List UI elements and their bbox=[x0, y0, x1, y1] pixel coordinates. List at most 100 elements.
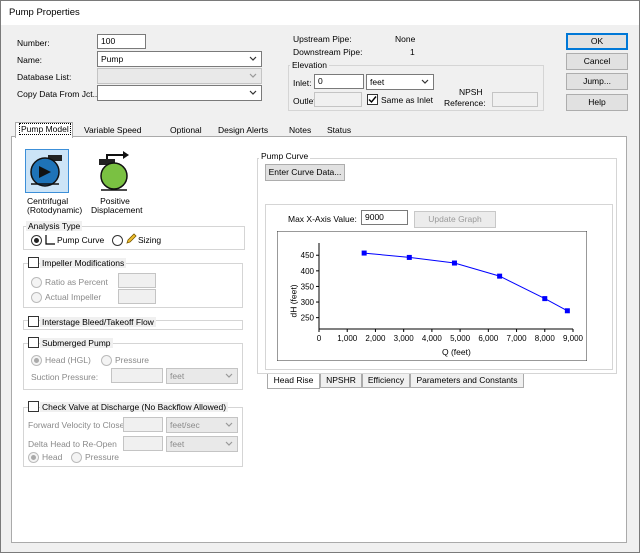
interstage-checkbox[interactable] bbox=[28, 316, 39, 327]
upstream-pipe-value: None bbox=[395, 34, 416, 44]
analysis-type-title: Analysis Type bbox=[26, 221, 83, 231]
actual-impeller-input[interactable] bbox=[118, 289, 156, 304]
x-tick-label: 7,000 bbox=[507, 334, 528, 343]
check-valve-pressure-radio[interactable] bbox=[71, 452, 82, 463]
positive-displacement-label: Positive Displacement bbox=[91, 197, 143, 215]
copy-data-combo[interactable] bbox=[97, 85, 262, 101]
submerged-head-label: Head (HGL) bbox=[45, 355, 91, 365]
tab-efficiency[interactable]: Efficiency bbox=[362, 374, 410, 388]
suction-unit-combo[interactable]: feet bbox=[166, 368, 238, 384]
head-rise-series-line bbox=[364, 252, 568, 312]
jump-button[interactable]: Jump... bbox=[566, 73, 628, 90]
delta-head-input[interactable] bbox=[123, 436, 163, 451]
same-as-inlet-label: Same as Inlet bbox=[381, 95, 433, 105]
plot-area: 0 1,000 2,000 3,000 4,000 5,000 6,000 7,000 8,00… bbox=[301, 243, 584, 343]
outlet-label: Outlet: bbox=[293, 96, 319, 106]
positive-displacement-button[interactable] bbox=[93, 149, 137, 193]
npsh-reference-input[interactable] bbox=[492, 92, 538, 107]
submerged-title: Submerged Pump bbox=[40, 338, 113, 348]
number-input[interactable]: 100 bbox=[97, 34, 146, 49]
data-point-marker bbox=[542, 296, 548, 302]
x-tick-label: 6,000 bbox=[478, 334, 499, 343]
elevation-unit-combo[interactable]: feet bbox=[366, 74, 434, 90]
upstream-pipe-label: Upstream Pipe: bbox=[293, 34, 352, 44]
cancel-button[interactable]: Cancel bbox=[566, 53, 628, 70]
x-tick-label: 4,000 bbox=[422, 334, 443, 343]
submerged-pump-checkbox[interactable] bbox=[28, 337, 39, 348]
positive-displacement-icon bbox=[99, 151, 129, 191]
name-label: Name: bbox=[17, 55, 43, 65]
ratio-percent-input[interactable] bbox=[118, 273, 156, 288]
chevron-down-icon bbox=[225, 441, 233, 446]
data-point-marker bbox=[361, 250, 367, 256]
pump-curve-radio[interactable] bbox=[31, 235, 42, 246]
tab-variable-speed[interactable]: Variable Speed bbox=[84, 125, 142, 135]
checkmark-icon bbox=[368, 96, 377, 104]
chart-y-axis-label: dH (feet) bbox=[288, 284, 299, 318]
analysis-type-group bbox=[23, 226, 245, 250]
name-combo[interactable]: Pump bbox=[97, 51, 262, 67]
name-value: Pump bbox=[101, 54, 124, 64]
x-tick-label: 1,000 bbox=[337, 334, 358, 343]
check-valve-pressure-label: Pressure bbox=[85, 452, 120, 462]
delta-head-label: Delta Head to Re-Open bbox=[28, 439, 117, 449]
forward-velocity-unit-combo[interactable]: feet/sec bbox=[166, 417, 238, 433]
database-combo[interactable] bbox=[97, 68, 262, 84]
positive-displacement-label-text: Positive Displacement bbox=[91, 196, 143, 215]
submerged-group bbox=[23, 343, 243, 390]
actual-impeller-radio[interactable] bbox=[31, 292, 42, 303]
pencil-icon bbox=[126, 233, 137, 244]
outlet-input[interactable] bbox=[314, 92, 362, 107]
forward-velocity-input[interactable] bbox=[123, 417, 163, 432]
tab-status[interactable]: Status bbox=[327, 125, 352, 135]
inlet-label: Inlet: bbox=[293, 78, 312, 88]
y-tick-label: 300 bbox=[301, 298, 315, 307]
update-graph-button[interactable]: Update Graph bbox=[414, 211, 496, 228]
check-valve-head-radio[interactable] bbox=[28, 452, 39, 463]
elevation-unit-value: feet bbox=[370, 77, 385, 87]
centrifugal-pump-button[interactable] bbox=[25, 149, 69, 193]
data-point-marker bbox=[406, 254, 412, 260]
delta-head-unit-combo[interactable]: feet bbox=[166, 436, 238, 452]
ok-button[interactable]: OK bbox=[566, 33, 628, 50]
same-as-inlet-checkbox[interactable] bbox=[367, 94, 378, 105]
tab-design-alerts[interactable]: Design Alerts bbox=[218, 125, 269, 135]
submerged-head-radio[interactable] bbox=[31, 355, 42, 366]
tab-npshr[interactable]: NPSHR bbox=[320, 374, 362, 388]
data-point-marker bbox=[451, 260, 457, 266]
centrifugal-pump-icon bbox=[30, 155, 62, 187]
chevron-down-icon bbox=[249, 56, 257, 61]
tab-optional[interactable]: Optional bbox=[170, 125, 202, 135]
sizing-radio[interactable] bbox=[112, 235, 123, 246]
ratio-percent-label: Ratio as Percent bbox=[45, 277, 108, 287]
pump-curve-label: Pump Curve bbox=[57, 235, 105, 245]
chevron-down-icon bbox=[421, 79, 429, 84]
actual-impeller-label: Actual Impeller bbox=[45, 292, 102, 302]
pump-curve-group bbox=[257, 158, 617, 374]
tab-parameters-constants[interactable]: Parameters and Constants bbox=[410, 374, 524, 388]
tab-head-rise[interactable]: Head Rise bbox=[267, 374, 320, 389]
inlet-input[interactable]: 0 bbox=[314, 74, 364, 89]
help-button[interactable]: Help bbox=[566, 94, 628, 111]
check-valve-checkbox[interactable] bbox=[28, 401, 39, 412]
x-tick-label: 2,000 bbox=[365, 334, 386, 343]
suction-pressure-input[interactable] bbox=[111, 368, 163, 383]
ratio-percent-radio[interactable] bbox=[31, 277, 42, 288]
impeller-modifications-checkbox[interactable] bbox=[28, 257, 39, 268]
submerged-pressure-radio[interactable] bbox=[101, 355, 112, 366]
x-tick-label: 0 bbox=[317, 334, 322, 343]
chevron-down-icon bbox=[225, 373, 233, 378]
tab-pump-model[interactable]: Pump Model bbox=[15, 122, 73, 138]
max-x-axis-input[interactable]: 9000 bbox=[361, 210, 408, 225]
x-tick-label: 5,000 bbox=[450, 334, 471, 343]
x-tick-label: 8,000 bbox=[535, 334, 556, 343]
forward-velocity-unit-value: feet/sec bbox=[170, 420, 200, 430]
chart-frame bbox=[277, 231, 587, 361]
data-point-marker bbox=[564, 308, 570, 314]
npsh-label-line1: NPSH bbox=[459, 87, 483, 97]
tab-notes[interactable]: Notes bbox=[289, 125, 312, 135]
submerged-pressure-label: Pressure bbox=[115, 355, 150, 365]
enter-curve-data-button[interactable]: Enter Curve Data... bbox=[265, 164, 345, 181]
number-label: Number: bbox=[17, 38, 50, 48]
